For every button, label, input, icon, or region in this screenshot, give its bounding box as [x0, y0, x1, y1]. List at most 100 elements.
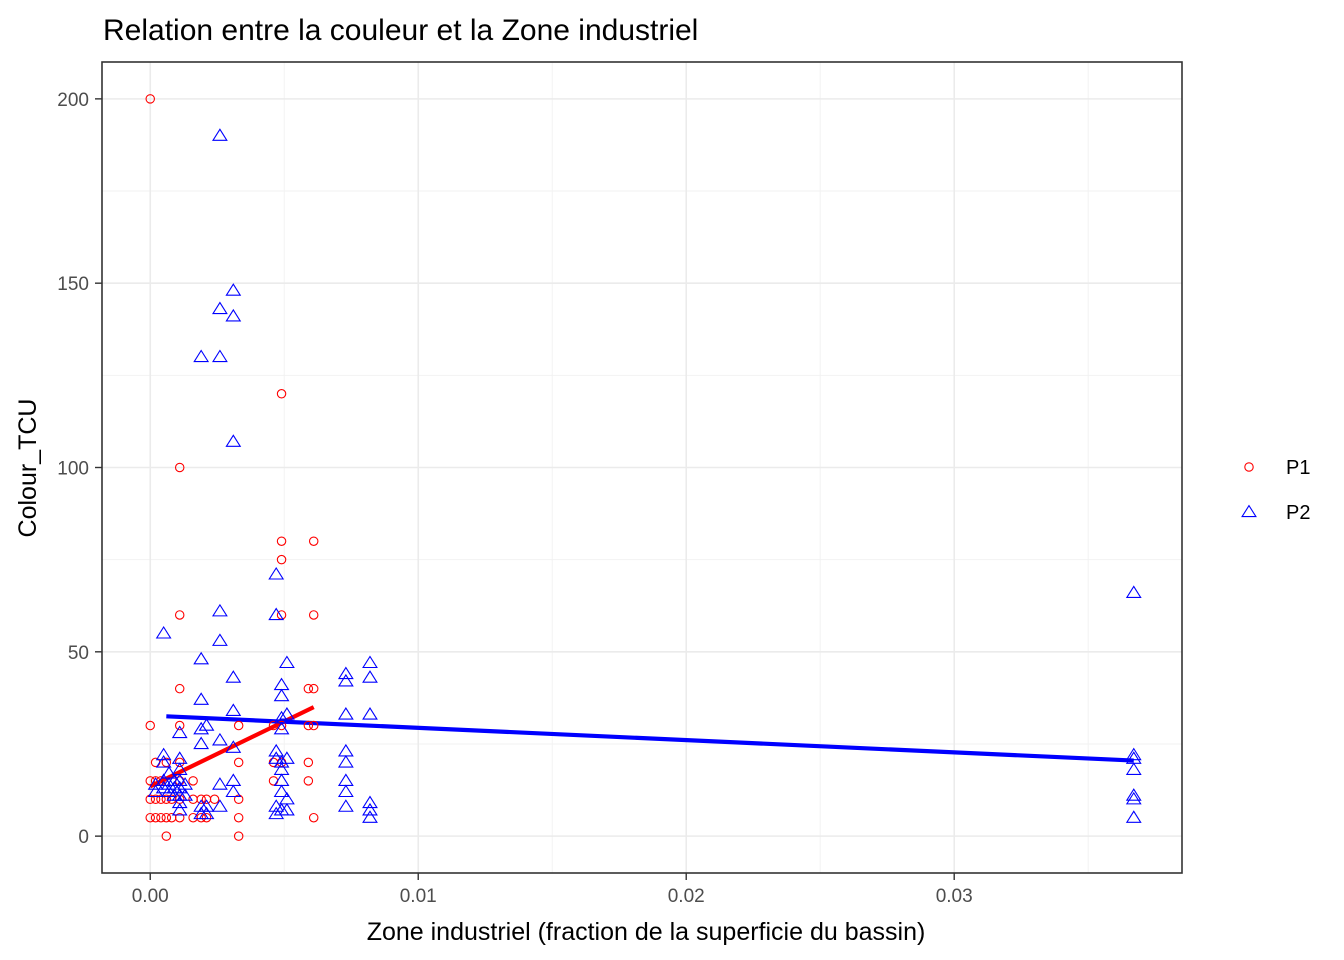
data-point-p2 [155, 773, 172, 787]
data-point-p1 [303, 776, 314, 786]
data-point-p2 [155, 754, 172, 768]
legend-label-p1: P1 [1286, 457, 1310, 479]
data-point-p2 [337, 773, 354, 787]
x-axis-title: Zone industriel (fraction de la superfic… [367, 918, 926, 946]
data-point-p1 [196, 812, 206, 823]
data-point-p2 [171, 725, 188, 739]
data-point-p1 [161, 794, 172, 805]
data-point-p1 [161, 831, 172, 841]
minor-gridlines [102, 62, 1182, 873]
data-point-p2 [337, 673, 354, 687]
data-point-p2 [273, 721, 290, 735]
data-point-p2 [161, 777, 177, 790]
data-point-p1 [145, 94, 155, 104]
data-point-p2 [147, 784, 164, 798]
data-point-p2 [212, 777, 228, 790]
data-point-p2 [362, 707, 378, 720]
data-point-p2 [212, 301, 228, 315]
data-point-p2 [337, 707, 354, 720]
y-tick-label: 150 [57, 274, 89, 295]
data-point-p2 [193, 349, 210, 363]
data-point-p2 [268, 607, 285, 621]
data-point-p2 [273, 688, 290, 702]
y-tick-label: 50 [68, 643, 89, 664]
data-point-p2 [268, 806, 285, 820]
data-point-p1 [156, 794, 166, 805]
data-point-p2 [198, 806, 215, 820]
data-point-p2 [171, 802, 188, 816]
data-point-p1 [161, 812, 172, 823]
data-point-p1 [196, 794, 206, 805]
data-point-p2 [362, 802, 378, 816]
data-point-p2 [155, 625, 172, 639]
data-point-p1 [233, 812, 244, 823]
data-point-p1 [145, 812, 155, 823]
trend-line-p2 [166, 714, 1134, 763]
data-point-p2 [1125, 762, 1142, 775]
data-point-p2 [279, 655, 295, 669]
data-point-p1 [276, 536, 287, 546]
data-point-p2 [193, 692, 210, 705]
data-point-p2 [155, 780, 172, 794]
data-point-p2 [198, 799, 215, 812]
data-point-p1 [268, 776, 279, 786]
y-tick-label: 0 [78, 827, 89, 848]
data-point-p2 [1125, 747, 1142, 761]
data-point-p1 [174, 812, 185, 823]
data-point-p2 [268, 799, 285, 812]
data-point-p2 [225, 283, 242, 296]
data-point-p2 [212, 128, 228, 141]
data-point-p2 [273, 784, 290, 798]
data-point-p1 [276, 720, 287, 731]
data-point-p2 [362, 810, 378, 823]
data-point-p2 [212, 732, 228, 746]
major-gridlines [102, 62, 1182, 873]
data-point-p2 [279, 802, 295, 816]
data-point-p2 [198, 718, 215, 731]
data-points [145, 94, 1142, 841]
data-point-p2 [212, 633, 228, 646]
trend-lines [149, 705, 1134, 789]
data-point-p2 [171, 795, 188, 809]
data-point-p2 [212, 799, 228, 812]
data-point-p2 [279, 707, 295, 720]
data-point-p2 [279, 751, 295, 764]
y-tick-label: 200 [57, 90, 89, 111]
y-axis-ticks: 0 50 100 150 200 [57, 90, 102, 848]
data-point-p2 [147, 777, 164, 790]
data-point-p2 [273, 754, 290, 768]
data-point-p1 [174, 610, 185, 620]
data-point-p2 [273, 677, 290, 691]
data-point-p2 [171, 780, 188, 794]
data-point-p2 [1125, 788, 1142, 801]
data-point-p1 [209, 794, 220, 805]
data-point-p2 [212, 603, 228, 617]
y-tick-label: 100 [57, 459, 89, 480]
data-point-p1 [276, 554, 287, 565]
data-point-p2 [193, 736, 210, 750]
data-point-p2 [1125, 791, 1142, 805]
data-point-p2 [171, 773, 188, 787]
data-point-p1 [233, 831, 244, 841]
data-point-p2 [362, 670, 378, 683]
data-point-p2 [268, 566, 285, 580]
data-point-p1 [174, 757, 185, 768]
data-point-p1 [188, 776, 198, 786]
data-point-p1 [268, 757, 279, 768]
data-point-p1 [233, 757, 244, 768]
data-point-p1 [303, 683, 314, 694]
data-point-p2 [225, 784, 242, 798]
x-tick-label: 0.02 [668, 886, 705, 907]
data-point-p2 [193, 651, 210, 665]
data-point-p2 [155, 747, 172, 761]
data-point-p1 [308, 610, 319, 620]
data-point-p2 [337, 799, 354, 812]
legend-label-p2: P2 [1286, 502, 1310, 524]
data-point-p1 [145, 720, 155, 731]
data-point-p2 [362, 655, 378, 669]
data-point-p2 [225, 434, 242, 447]
data-point-p2 [225, 740, 242, 753]
data-point-p2 [268, 751, 285, 764]
data-point-p1 [174, 720, 185, 731]
